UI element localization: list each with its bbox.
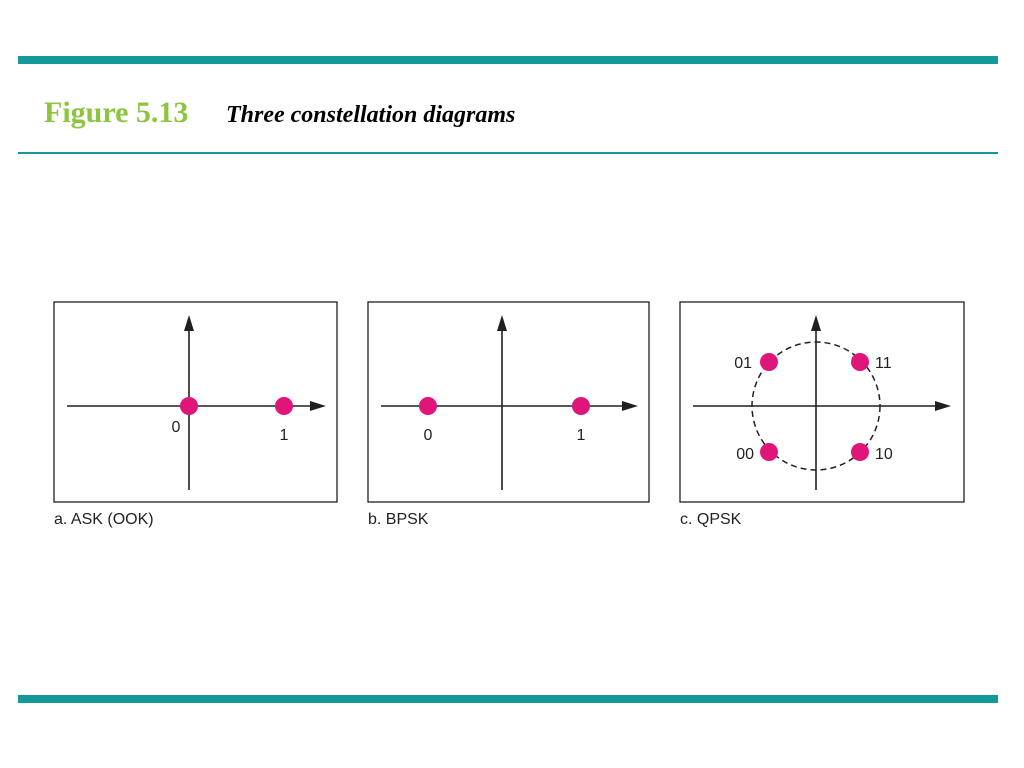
point <box>760 443 778 461</box>
point-label: 01 <box>734 355 752 372</box>
point <box>851 443 869 461</box>
point <box>760 353 778 371</box>
bottom-bar <box>18 695 998 703</box>
title-rule <box>18 152 998 154</box>
point-label: 1 <box>577 427 586 444</box>
caption: a. ASK (OOK) <box>54 511 154 528</box>
panel-bpsk: 0 1 b. BPSK <box>367 301 650 528</box>
point <box>275 397 293 415</box>
figure-title: Three constellation diagrams <box>226 102 515 128</box>
arrow <box>935 401 951 411</box>
point <box>572 397 590 415</box>
point <box>851 353 869 371</box>
point-label: 0 <box>172 419 181 436</box>
panel-ask: 0 1 a. ASK (OOK) <box>53 301 338 528</box>
panel-frame <box>679 301 965 503</box>
point-label: 1 <box>280 427 289 444</box>
panel-qpsk: 01 11 00 10 c. QPSK <box>679 301 965 528</box>
point-label: 11 <box>875 355 892 372</box>
arrow <box>622 401 638 411</box>
arrow <box>310 401 326 411</box>
point <box>180 397 198 415</box>
caption: b. BPSK <box>368 511 429 528</box>
top-bar <box>18 56 998 64</box>
point <box>419 397 437 415</box>
panel-frame <box>367 301 650 503</box>
figure-number: Figure 5.13 <box>44 96 188 129</box>
caption: c. QPSK <box>680 511 742 528</box>
point-label: 0 <box>424 427 433 444</box>
arrow <box>811 315 821 331</box>
point-label: 00 <box>736 446 754 463</box>
point-label: 10 <box>875 446 893 463</box>
arrow <box>497 315 507 331</box>
arrow <box>184 315 194 331</box>
